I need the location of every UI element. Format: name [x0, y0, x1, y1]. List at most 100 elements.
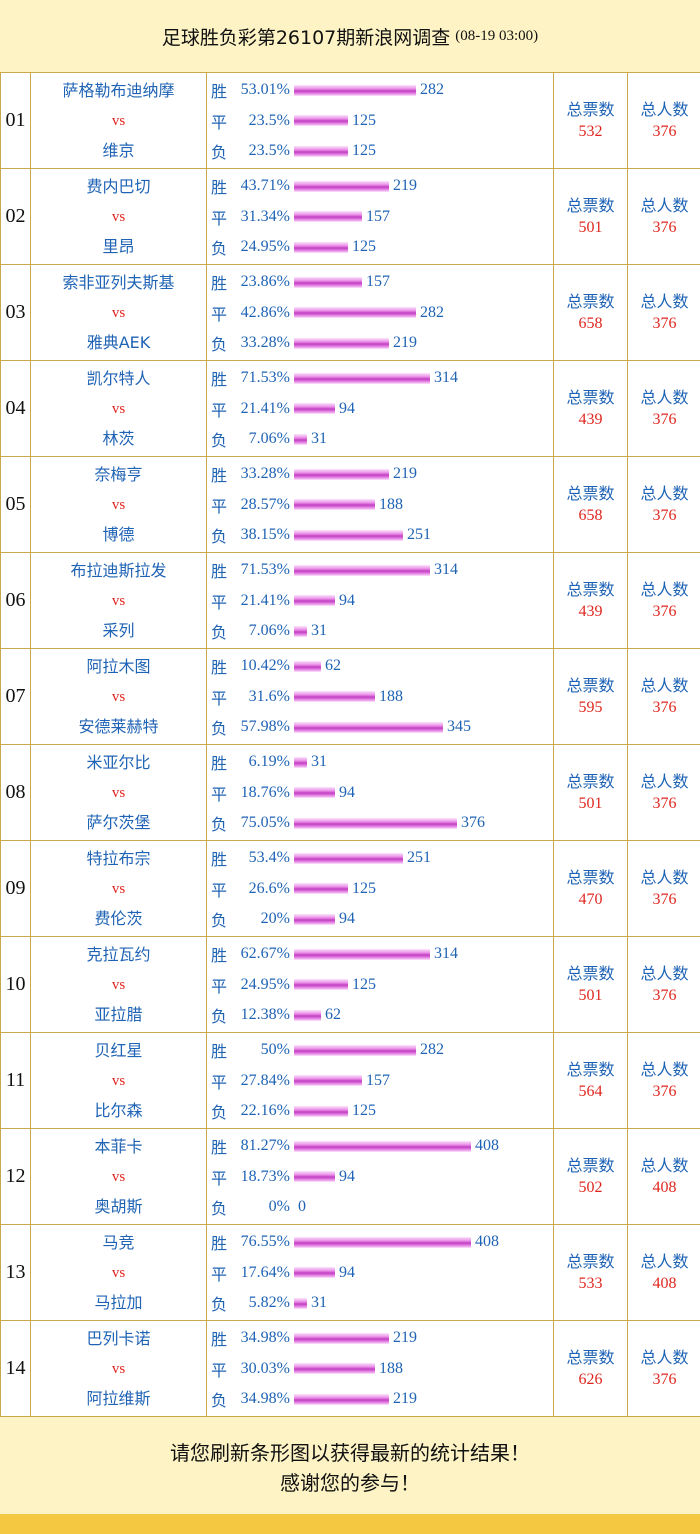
result-loss-bar	[294, 1105, 348, 1117]
total-people-label: 总人数	[640, 1059, 689, 1079]
result-draw-bar	[294, 499, 375, 510]
total-votes-value: 470	[578, 890, 603, 908]
result-draw-label: 平	[211, 592, 228, 612]
result-loss-bar	[294, 817, 457, 829]
result-loss-bar	[294, 913, 335, 925]
result-win-percent: 71.53%	[240, 369, 290, 386]
result-loss-count: 125	[352, 142, 376, 159]
result-loss-row: 负 7.06% 31	[211, 424, 553, 455]
total-people-label: 总人数	[640, 675, 689, 695]
away-team: 安德莱赫特	[78, 716, 159, 736]
result-draw-label: 平	[211, 976, 228, 996]
result-loss-percent: 34.98%	[240, 1390, 290, 1407]
total-people-cell: 总人数 376	[627, 1320, 700, 1417]
result-loss-row: 负 34.98% 219	[211, 1384, 553, 1415]
result-loss-label: 负	[211, 1295, 228, 1314]
result-win-bar	[294, 468, 389, 480]
match-row: 06 布拉迪斯拉发 vs 采列 胜 71.53% 314 平 21.41% 94 负 7.06% 31 总…	[0, 552, 700, 649]
match-row: 14 巴列卡诺 vs 阿拉维斯 胜 34.98% 219 平 30.03% 188 负 34.98% 2…	[0, 1320, 700, 1417]
result-win-count: 408	[475, 1233, 499, 1250]
result-draw-count: 282	[420, 303, 444, 321]
result-win-count: 219	[393, 465, 417, 482]
total-people-cell: 总人数 376	[627, 744, 700, 841]
result-win-bar	[294, 1236, 471, 1248]
total-people-cell: 总人数 408	[627, 1224, 700, 1321]
result-win-count: 31	[311, 753, 327, 770]
result-draw-bar	[294, 115, 348, 126]
total-people-value: 376	[652, 410, 677, 428]
vote-stats: 胜 71.53% 314 平 21.41% 94 负 7.06% 31	[206, 360, 554, 457]
result-loss-bar	[294, 721, 443, 733]
away-team: 林茨	[102, 428, 135, 448]
away-team: 奥胡斯	[94, 1196, 143, 1216]
result-draw-row: 平 17.64% 94	[211, 1257, 553, 1288]
result-draw-percent: 21.41%	[240, 591, 290, 609]
match-row: 13 马竞 vs 马拉加 胜 76.55% 408 平 17.64% 94 负 5.82% 31 总票数 5…	[0, 1224, 700, 1321]
result-draw-row: 平 18.73% 94	[211, 1161, 553, 1192]
result-draw-percent: 26.6%	[248, 879, 290, 897]
total-votes-value: 595	[578, 698, 603, 716]
result-win-percent: 6.19%	[248, 753, 290, 770]
match-row: 12 本菲卡 vs 奥胡斯胜 81.27% 408 平 18.73% 94 负 0% 0 总票数 502 总…	[0, 1128, 700, 1225]
vs-label: vs	[111, 1072, 126, 1089]
result-loss-bar	[294, 145, 348, 157]
total-votes-cell: 总票数 658	[553, 264, 628, 361]
total-people-cell: 总人数 376	[627, 840, 700, 937]
result-loss-bar	[294, 1009, 321, 1021]
vs-label: vs	[111, 592, 126, 609]
total-votes-value: 658	[578, 506, 603, 524]
total-people-value: 376	[652, 794, 677, 812]
result-loss-count: 251	[407, 526, 431, 543]
total-people-value: 376	[652, 986, 677, 1004]
total-votes-value: 501	[578, 218, 603, 236]
total-votes-cell: 总票数 439	[553, 360, 628, 457]
total-people-cell: 总人数 376	[627, 264, 700, 361]
result-draw-row: 平 31.6% 188	[211, 681, 553, 712]
total-people-value: 376	[652, 1082, 677, 1100]
result-loss-bar	[294, 1393, 389, 1405]
result-draw-count: 188	[379, 687, 403, 705]
vote-stats: 胜 10.42% 62 平 31.6% 188 负 57.98% 345	[206, 648, 554, 745]
result-loss-bar	[294, 337, 389, 349]
total-people-label: 总人数	[640, 963, 689, 983]
total-votes-label: 总票数	[566, 771, 615, 791]
away-team: 费伦茨	[94, 908, 143, 928]
away-team: 维京	[102, 140, 135, 160]
match-teams: 布拉迪斯拉发 vs 采列	[30, 552, 207, 649]
result-loss-bar	[294, 1297, 307, 1309]
result-loss-count: 219	[393, 1390, 417, 1407]
total-people-cell: 总人数 408	[627, 1128, 700, 1225]
result-draw-row: 平 21.41% 94	[211, 393, 553, 424]
result-loss-row: 负 7.06% 31	[211, 616, 553, 647]
total-people-label: 总人数	[640, 99, 689, 119]
match-number: 04	[0, 360, 31, 457]
result-draw-label: 平	[211, 880, 228, 900]
result-loss-bar	[294, 625, 307, 637]
result-loss-percent: 75.05%	[240, 814, 290, 831]
total-people-cell: 总人数 376	[627, 936, 700, 1033]
result-loss-percent: 20%	[260, 910, 290, 927]
vote-stats: 胜 76.55% 408 平 17.64% 94 负 5.82% 31	[206, 1224, 554, 1321]
result-draw-percent: 17.64%	[240, 1263, 290, 1281]
total-people-value: 376	[652, 122, 677, 140]
result-win-row: 胜 33.28% 219	[211, 459, 553, 490]
result-draw-count: 188	[379, 1359, 403, 1377]
total-votes-value: 533	[578, 1274, 603, 1292]
result-draw-row: 平 31.34% 157	[211, 201, 553, 232]
result-loss-percent: 7.06%	[248, 622, 290, 639]
result-draw-bar	[294, 1363, 375, 1374]
home-team: 凯尔特人	[86, 368, 151, 388]
result-win-percent: 50%	[260, 1041, 290, 1058]
result-draw-bar	[294, 1267, 335, 1278]
match-teams: 特拉布宗 vs 费伦茨	[30, 840, 207, 937]
result-loss-count: 125	[352, 238, 376, 255]
result-draw-label: 平	[211, 400, 228, 420]
total-people-cell: 总人数 376	[627, 168, 700, 265]
result-draw-row: 平 21.41% 94	[211, 585, 553, 616]
result-draw-row: 平 26.6% 125	[211, 873, 553, 904]
result-win-count: 314	[434, 945, 458, 962]
total-people-label: 总人数	[640, 1251, 689, 1271]
match-row: 07 阿拉木图 vs 安德莱赫特 胜 10.42% 62 平 31.6% 188 负 57.98% 34…	[0, 648, 700, 745]
result-win-bar	[294, 852, 403, 864]
result-draw-row: 平 28.57% 188	[211, 489, 553, 520]
